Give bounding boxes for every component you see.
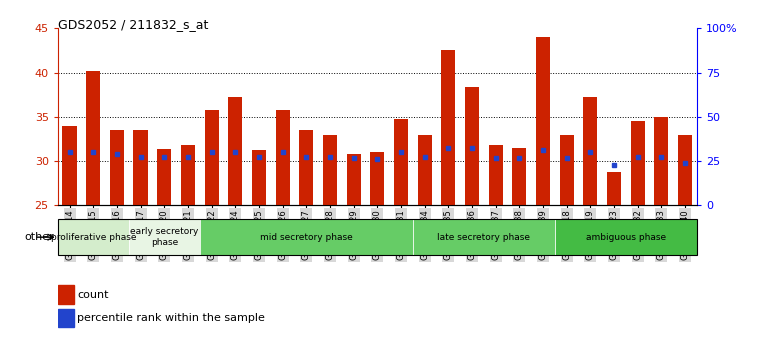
Bar [323,135,337,205]
Text: ambiguous phase: ambiguous phase [586,233,666,242]
Bar [512,148,527,205]
Bar [58,285,74,303]
Bar [129,219,199,255]
Bar [560,135,574,205]
Text: early secretory
phase: early secretory phase [130,228,199,247]
Bar [110,130,124,205]
Text: proliferative phase: proliferative phase [51,233,136,242]
Text: mid secretory phase: mid secretory phase [260,233,353,242]
Bar [607,172,621,205]
Bar [678,135,692,205]
Bar [654,117,668,205]
Bar [62,126,77,205]
Text: count: count [77,290,109,299]
Bar [555,219,697,255]
Bar [300,130,313,205]
Bar [133,130,148,205]
Bar [413,219,555,255]
Bar [181,145,195,205]
Bar [199,219,413,255]
Bar [370,152,384,205]
Bar [394,119,408,205]
Text: late secretory phase: late secretory phase [437,233,531,242]
Bar [583,97,598,205]
Bar [157,149,172,205]
Bar [228,97,243,205]
Bar [276,110,290,205]
Bar [58,219,129,255]
Bar [631,121,644,205]
Bar [417,135,432,205]
Text: percentile rank within the sample: percentile rank within the sample [77,313,265,324]
Bar [488,145,503,205]
Bar [205,110,219,205]
Bar [86,71,100,205]
Bar [465,87,479,205]
Bar [346,154,360,205]
Text: GDS2052 / 211832_s_at: GDS2052 / 211832_s_at [58,18,208,31]
Bar [252,150,266,205]
Text: other: other [24,232,54,242]
Bar [441,51,455,205]
Bar [58,309,74,327]
Bar [536,37,550,205]
